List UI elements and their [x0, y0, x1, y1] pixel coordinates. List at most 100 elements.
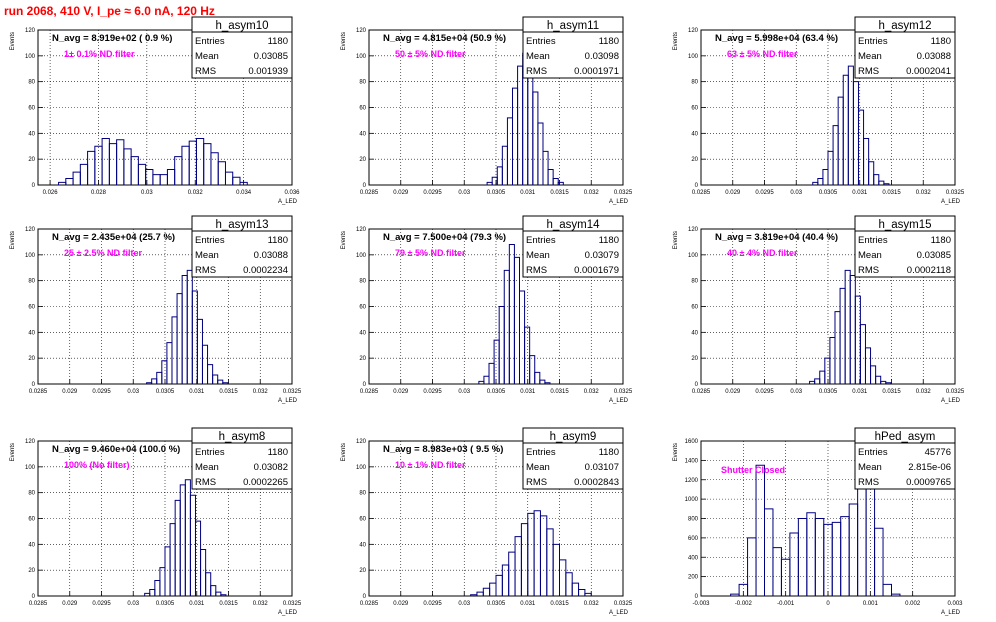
histogram-h_asym9: 0.0285 0.029 0.0295 0.03 0.0305 0.031 0.0315 0.… [341, 427, 633, 616]
stats-value: 0.03079 [585, 250, 619, 261]
x-tick-label: 0.0305 [487, 190, 506, 196]
histogram-h_asym10: 0.026 0.028 0.03 0.032 0.034 0.036 0 20 40 60 80 10… [10, 16, 300, 205]
histogram-h_asym15: 0.0285 0.029 0.0295 0.03 0.0305 0.031 0.0315 0.… [673, 215, 965, 404]
stats-box [522, 230, 624, 278]
y-tick-label: 40 [691, 131, 698, 137]
hist-bin [212, 374, 219, 384]
histogram-title: h_asym12 [878, 20, 931, 32]
y-tick-label: 60 [691, 106, 698, 112]
y-tick-label: 80 [28, 491, 35, 497]
x-tick-label: 0.0305 [156, 601, 175, 607]
y-tick-label: 100 [25, 465, 36, 471]
stats-value: 0.03098 [585, 51, 619, 62]
stats-value: 1180 [931, 36, 951, 47]
y-tick-label: 20 [691, 356, 698, 362]
x-tick-label: 0.03 [458, 601, 470, 607]
x-tick-label: 0.031 [520, 389, 536, 395]
x-axis-title: A_LED [609, 199, 629, 205]
navg-label: N_avg = 2.435e+04 (25.7 %) [52, 232, 175, 243]
stats-value: 1180 [599, 36, 619, 47]
y-tick-label: 80 [359, 279, 366, 285]
filter-note: 63 ± 5% ND filter [727, 49, 798, 59]
navg-label: N_avg = 9.460e+04 (100.0 %) [52, 444, 180, 455]
y-tick-label: 120 [356, 28, 367, 34]
filter-note: 1± 0.1% ND filter [64, 49, 135, 59]
hist-bin [542, 150, 549, 185]
stats-box [522, 442, 624, 490]
y-tick-label: 1200 [685, 478, 699, 484]
x-tick-label: 0.03 [790, 190, 802, 196]
y-tick-label: 80 [28, 279, 35, 285]
stats-value: 1180 [268, 36, 288, 47]
y-tick-label: 80 [359, 80, 366, 86]
histogram-title: h_asym11 [547, 20, 599, 32]
x-tick-label: 0.032 [584, 190, 600, 196]
y-tick-label: 120 [356, 227, 367, 233]
x-tick-label: 0.03 [790, 389, 802, 395]
stats-key: RMS [195, 66, 216, 77]
stats-box [191, 230, 293, 278]
stats-value: 2.815e-06 [908, 462, 951, 473]
stats-key: RMS [858, 477, 879, 488]
navg-label: N_avg = 5.998e+04 (63.4 %) [715, 33, 838, 44]
x-tick-label: 0.0295 [423, 601, 442, 607]
x-tick-label: 0.032 [916, 190, 932, 196]
x-tick-label: 0.0325 [283, 389, 302, 395]
stats-value: 0.0001679 [574, 265, 619, 276]
x-tick-label: 0.0315 [550, 190, 569, 196]
y-tick-label: 20 [28, 568, 35, 574]
stats-box [191, 442, 293, 490]
histogram-title: h_asym14 [546, 219, 600, 231]
y-tick-label: 60 [28, 106, 35, 112]
hist-bin [882, 583, 892, 596]
x-tick-label: 0.032 [253, 389, 269, 395]
stats-key: Entries [195, 447, 225, 458]
stats-value: 1180 [931, 235, 951, 246]
y-tick-label: 0 [695, 183, 699, 189]
hist-bin [875, 375, 882, 384]
stats-value: 0.0002265 [243, 477, 288, 488]
hist-bin [552, 178, 559, 185]
x-tick-label: 0.002 [905, 601, 921, 607]
y-axis-title: Events [673, 231, 679, 249]
y-tick-label: 20 [28, 157, 35, 163]
y-tick-label: 40 [359, 131, 366, 137]
hist-bin [578, 589, 586, 596]
y-tick-label: 100 [356, 465, 367, 471]
stats-key: Mean [195, 250, 219, 261]
x-tick-label: 0.0325 [614, 601, 633, 607]
stats-value: 0.0001971 [574, 66, 619, 77]
stats-key: Mean [526, 51, 550, 62]
stats-box [191, 31, 293, 79]
y-tick-label: 40 [691, 330, 698, 336]
filter-note: 25 ± 2.5% ND filter [64, 248, 142, 258]
filter-note: 100% (No filter) [64, 460, 130, 470]
y-axis-title: Events [10, 231, 16, 249]
stats-box [854, 31, 956, 79]
x-tick-label: 0.0295 [755, 389, 774, 395]
x-tick-label: 0.026 [43, 190, 59, 196]
stats-key: Mean [195, 462, 219, 473]
x-tick-label: 0.032 [584, 389, 600, 395]
y-tick-label: 60 [359, 305, 366, 311]
hist-bin [544, 382, 551, 384]
stats-key: RMS [195, 265, 216, 276]
hist-bin [220, 594, 227, 596]
filter-note: 79 ± 5% ND filter [395, 248, 466, 258]
y-tick-label: 0 [32, 594, 36, 600]
stats-key: Entries [858, 36, 888, 47]
hist-bin [891, 593, 901, 596]
page-title: run 2068, 410 V, I_pe ≈ 6.0 nA, 120 Hz [4, 4, 215, 18]
hist-bin [539, 379, 546, 384]
x-axis-title: A_LED [941, 610, 961, 616]
histogram-h_asym14: 0.0285 0.029 0.0295 0.03 0.0305 0.031 0.0315 0.… [341, 215, 633, 404]
x-tick-label: 0.031 [852, 389, 868, 395]
x-tick-label: 0.0295 [423, 389, 442, 395]
histogram-title: h_asym15 [878, 219, 931, 231]
x-tick-label: 0.0315 [550, 601, 569, 607]
x-tick-label: 0.036 [284, 190, 300, 196]
x-tick-label: 0.03 [458, 190, 470, 196]
stats-key: Mean [858, 250, 882, 261]
x-tick-label: 0.0315 [219, 389, 238, 395]
y-tick-label: 20 [359, 568, 366, 574]
